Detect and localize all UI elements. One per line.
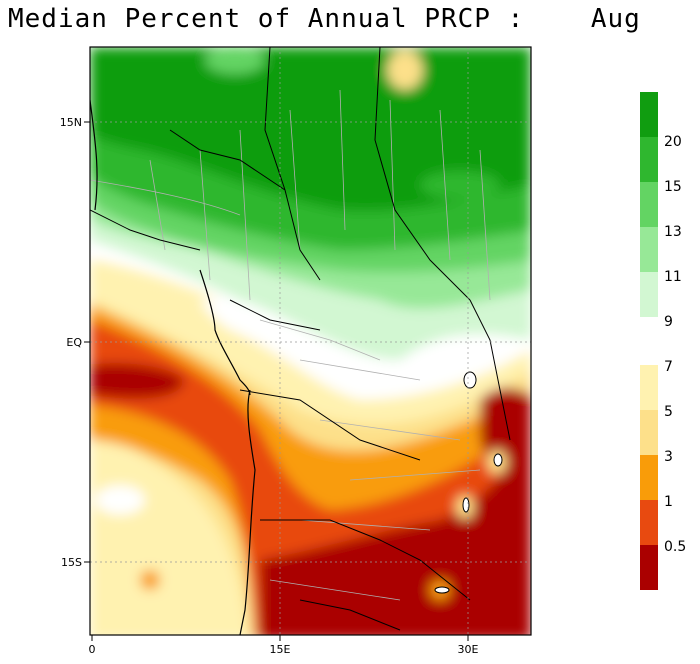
map-title: Median Percent of Annual PRCP : Aug — [8, 4, 641, 34]
gridlines — [90, 47, 531, 635]
legend-label: 1 — [664, 494, 673, 510]
lat-label-eq: EQ — [66, 336, 82, 349]
legend-label: 13 — [664, 224, 682, 240]
legend-swatch — [640, 500, 658, 545]
lon-label-30e: 30E — [458, 643, 479, 656]
legend-label: 11 — [664, 269, 682, 285]
legend-swatch — [640, 365, 658, 410]
legend-swatch — [640, 455, 658, 500]
country-borders — [90, 47, 511, 635]
legend-label: 3 — [664, 449, 673, 465]
legend-swatch — [640, 545, 658, 590]
legend-label: 0.5 — [664, 539, 686, 555]
map-frame — [89, 46, 532, 636]
lat-axis: 15N EQ 15S — [60, 116, 90, 569]
legend-swatch — [640, 410, 658, 455]
admin-borders — [90, 89, 491, 601]
lon-axis: 0 15E 30E — [89, 635, 479, 656]
legend-swatch — [640, 92, 658, 137]
legend-swatch — [640, 137, 658, 182]
legend-label: 20 — [664, 134, 682, 150]
lon-label-0: 0 — [89, 643, 96, 656]
legend-swatch — [640, 227, 658, 272]
lat-label-15s: 15S — [61, 556, 82, 569]
legend-swatch — [640, 272, 658, 317]
lakes — [434, 371, 503, 594]
lon-label-15e: 15E — [270, 643, 291, 656]
lat-label-15n: 15N — [60, 116, 82, 129]
legend-swatch — [640, 182, 658, 227]
precip-field — [90, 47, 531, 635]
legend-label: 7 — [664, 359, 673, 375]
legend-label: 5 — [664, 404, 673, 420]
legend-label: 9 — [664, 314, 673, 330]
color-legend: 20 15 13 11 9 7 5 3 1 0.5 — [640, 92, 686, 590]
legend-label: 15 — [664, 179, 682, 195]
